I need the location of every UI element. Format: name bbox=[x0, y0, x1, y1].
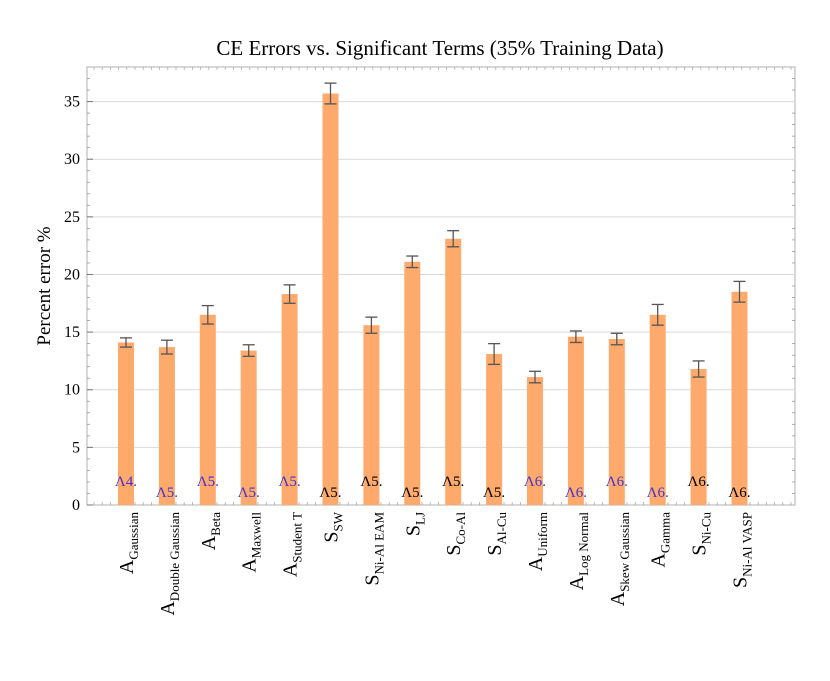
bar-annotation: Λ5. bbox=[279, 474, 301, 490]
x-tick-label: AGamma bbox=[648, 512, 673, 568]
bar bbox=[731, 291, 748, 505]
bar bbox=[240, 350, 257, 505]
bar bbox=[649, 314, 666, 505]
x-tick-label: SNi-Cu bbox=[689, 512, 714, 556]
bar bbox=[118, 342, 134, 505]
bar bbox=[608, 339, 625, 505]
chart-title: CE Errors vs. Significant Terms (35% Tra… bbox=[216, 36, 663, 60]
x-tick-label: ABeta bbox=[198, 512, 223, 551]
bar-annotation: Λ5. bbox=[360, 474, 382, 490]
bar-annotation: Λ6. bbox=[728, 485, 750, 501]
bar-annotation: Λ6. bbox=[606, 474, 628, 490]
bar-annotation: Λ5. bbox=[238, 485, 260, 501]
bar bbox=[322, 93, 339, 505]
x-tick-label: AStudent T bbox=[280, 512, 305, 577]
y-tick-label: 35 bbox=[64, 94, 80, 111]
bar bbox=[527, 377, 543, 505]
y-tick-label: 10 bbox=[64, 382, 80, 399]
bar bbox=[404, 261, 421, 505]
bar bbox=[690, 368, 707, 505]
x-tick-label: SSW bbox=[321, 511, 346, 542]
bar-annotation: Λ6. bbox=[647, 485, 669, 501]
x-tick-label: SCo-Al bbox=[443, 512, 468, 556]
x-tick-label: AGaussian bbox=[116, 512, 141, 575]
bar-annotation: Λ5. bbox=[401, 485, 423, 501]
bar bbox=[567, 336, 584, 505]
bar bbox=[199, 314, 216, 505]
bar bbox=[158, 347, 175, 505]
bar bbox=[445, 238, 462, 505]
bar bbox=[486, 354, 503, 505]
bar-annotation: Λ4. bbox=[115, 474, 137, 490]
y-tick-label: 30 bbox=[64, 151, 80, 168]
y-tick-label: 20 bbox=[64, 266, 80, 283]
x-tick-label: ASkew Gaussian bbox=[607, 512, 632, 607]
plot-frame bbox=[86, 66, 796, 506]
bar-annotation: Λ5. bbox=[156, 485, 178, 501]
y-tick-label: 0 bbox=[72, 497, 80, 514]
bar-annotation: Λ5. bbox=[483, 485, 505, 501]
x-tick-label: AMaxwell bbox=[239, 512, 264, 573]
y-tick-label: 15 bbox=[64, 324, 80, 341]
bar-annotation: Λ5. bbox=[319, 485, 341, 501]
y-tick-label: 25 bbox=[64, 209, 80, 226]
x-tick-label: SAl-Cu bbox=[484, 512, 509, 556]
x-tick-label: SNi-Al VASP bbox=[730, 512, 755, 588]
bar bbox=[363, 325, 380, 505]
bar-annotation: Λ5. bbox=[197, 474, 219, 490]
bar bbox=[281, 294, 298, 505]
x-tick-label: ALog Normal bbox=[566, 512, 591, 591]
bar-annotation: Λ6. bbox=[688, 474, 710, 490]
y-axis-label: Percent error % bbox=[34, 226, 55, 345]
y-tick-label: 5 bbox=[72, 439, 80, 456]
x-tick-label: AUniform bbox=[525, 512, 550, 571]
plot-area: 0 5 10 15 20 25 30 35 Λ4. AGaussian Λ5. ADouble Gau… bbox=[64, 66, 796, 616]
bar-annotation: Λ5. bbox=[442, 474, 464, 490]
x-tick-label: SLJ bbox=[402, 512, 427, 536]
bar-annotation: Λ6. bbox=[565, 485, 587, 501]
bar-annotation: Λ6. bbox=[524, 474, 546, 490]
x-tick-label: ADouble Gaussian bbox=[157, 512, 182, 616]
x-tick-label: SNi-Al EAM bbox=[361, 512, 386, 586]
